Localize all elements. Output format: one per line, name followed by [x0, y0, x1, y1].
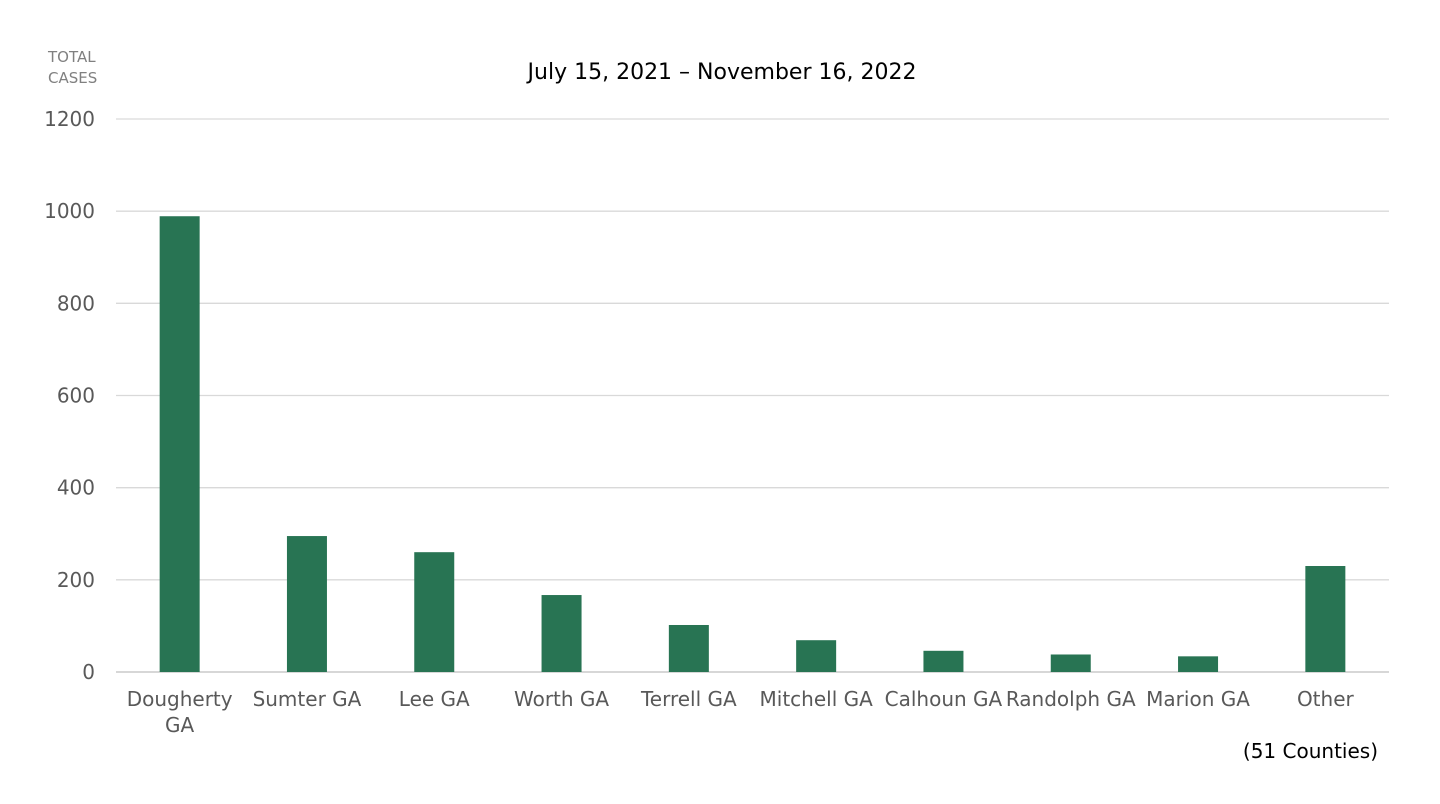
x-category-label-1: Sumter GA	[253, 687, 362, 711]
annotation-51-counties: (51 Counties)	[1243, 739, 1378, 763]
bar-1	[286, 536, 327, 672]
bars	[159, 216, 1346, 672]
y-tick-label-0: 0	[82, 660, 95, 684]
x-category-label-8: Marion GA	[1146, 687, 1250, 711]
bar-5	[796, 640, 837, 672]
y-axis-title-line-2: CASES	[48, 69, 97, 87]
y-axis-title-line-1: TOTAL	[47, 48, 96, 66]
x-category-label-4: Terrell GA	[640, 687, 737, 711]
bar-0	[159, 216, 200, 672]
x-category-label-7: Randolph GA	[1006, 687, 1136, 711]
x-category-label-3: Worth GA	[514, 687, 609, 711]
bar-4	[668, 624, 709, 672]
x-category-label-2: Lee GA	[399, 687, 470, 711]
y-tick-label-200: 200	[57, 568, 95, 592]
bar-6	[923, 650, 964, 672]
gridlines	[116, 118, 1389, 673]
x-category-label-0-line-0: Dougherty	[127, 687, 233, 711]
bar-3	[541, 595, 582, 672]
y-axis-tick-labels: 0 200 400 600 800 1000 1200	[44, 107, 95, 684]
chart-title: July 15, 2021 – November 16, 2022	[526, 60, 917, 85]
x-category-label-5: Mitchell GA	[760, 687, 874, 711]
y-tick-label-400: 400	[57, 476, 95, 500]
x-category-label-9: Other	[1297, 687, 1355, 711]
x-category-label-6: Calhoun GA	[885, 687, 1003, 711]
y-tick-label-1000: 1000	[44, 199, 95, 223]
y-tick-label-1200: 1200	[44, 107, 95, 131]
x-category-label-0-line-1: GA	[165, 713, 194, 737]
y-tick-label-600: 600	[57, 384, 95, 408]
y-tick-label-800: 800	[57, 291, 95, 315]
bar-7	[1050, 654, 1091, 672]
bar-2	[414, 552, 455, 672]
bar-9	[1305, 566, 1346, 672]
bar-8	[1178, 656, 1219, 672]
